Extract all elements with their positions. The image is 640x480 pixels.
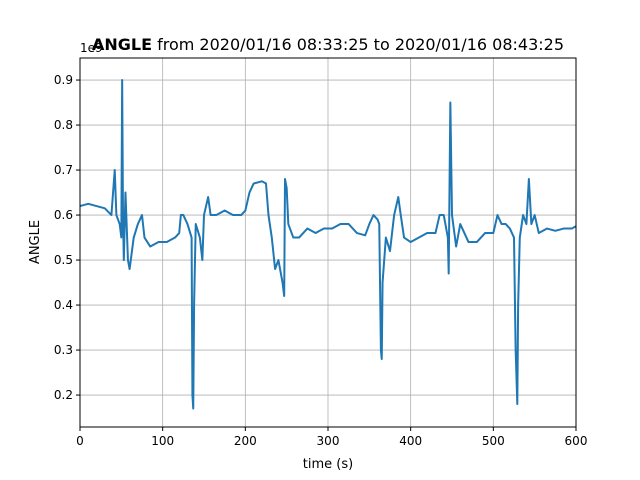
chart-title: ANGLE from 2020/01/16 08:33:25 to 2020/0… <box>92 35 564 54</box>
x-tick-label: 200 <box>234 434 257 448</box>
y-tick-label: 0.9 <box>54 73 73 87</box>
x-tick-label: 100 <box>151 434 174 448</box>
y-tick-label: 0.4 <box>54 298 73 312</box>
y-tick-label: 0.6 <box>54 208 73 222</box>
x-tick-label: 400 <box>399 434 422 448</box>
x-tick-label: 300 <box>317 434 340 448</box>
x-tick-label: 500 <box>482 434 505 448</box>
x-tick-label: 600 <box>565 434 588 448</box>
line-series <box>79 79 577 410</box>
title-bold: ANGLE <box>92 35 152 54</box>
y-tick-label: 0.2 <box>54 388 73 402</box>
title-rest: from 2020/01/16 08:33:25 to 2020/01/16 0… <box>157 35 564 54</box>
y-tick-label: 0.8 <box>54 118 73 132</box>
y-tick-label: 0.7 <box>54 163 73 177</box>
y-offset-label: 1e9 <box>80 41 103 55</box>
y-tick-label: 0.5 <box>54 253 73 267</box>
plot-frame <box>79 57 577 428</box>
x-axis-label: time (s) <box>303 457 353 472</box>
y-axis-label: ANGLE <box>28 220 43 264</box>
y-tick-label: 0.3 <box>54 343 73 357</box>
x-tick-label: 0 <box>76 434 84 448</box>
